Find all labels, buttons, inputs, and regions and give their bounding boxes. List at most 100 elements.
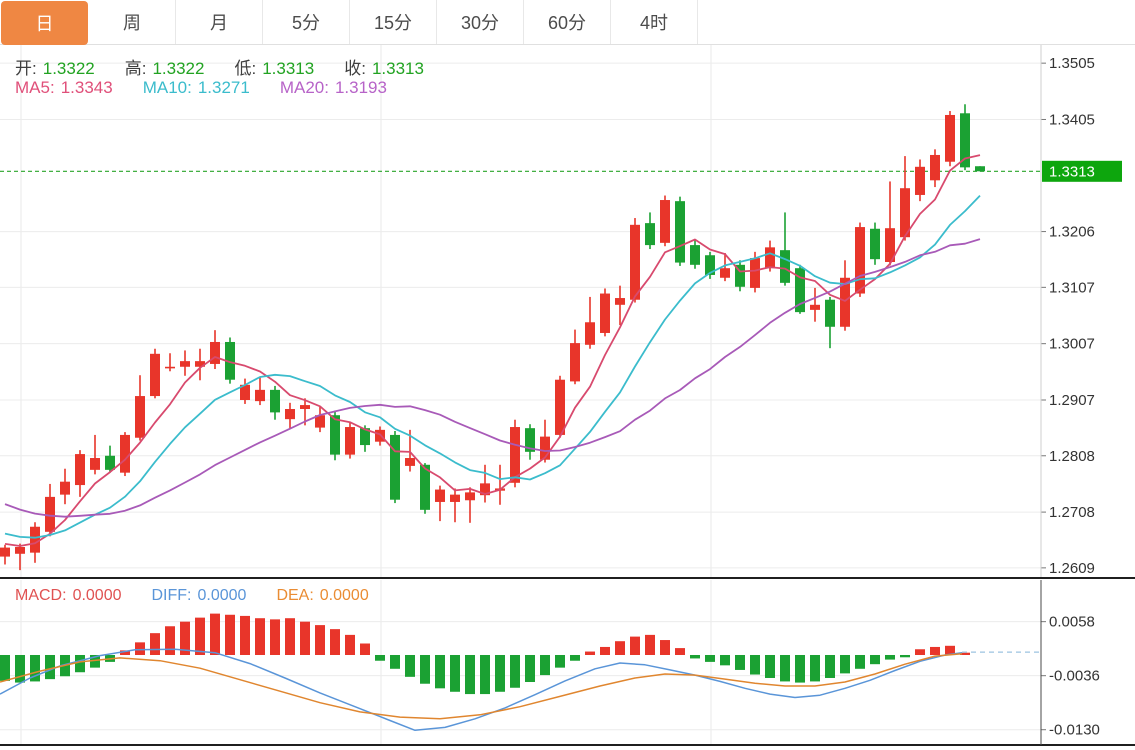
macd-hist-bar <box>780 654 790 682</box>
macd-axis-label: -0.0036 <box>1049 668 1100 685</box>
candle-body <box>915 166 925 195</box>
candle-body <box>855 227 865 294</box>
macd-hist-bar <box>420 654 430 684</box>
macd-hist-bar <box>615 641 625 655</box>
macd-hist-bar <box>600 646 610 655</box>
candle-body <box>900 188 910 238</box>
candle-body <box>690 245 700 265</box>
candle-body <box>180 361 190 367</box>
candle-body <box>945 114 955 162</box>
candle-body <box>525 428 535 452</box>
macd-hist-bar <box>750 654 760 675</box>
candle-body <box>105 455 115 470</box>
candle-body <box>135 396 145 438</box>
tab-interval-7[interactable]: 4时 <box>611 0 698 44</box>
candle-body <box>465 492 475 501</box>
macd-hist-bar <box>75 654 85 673</box>
macd-hist-bar <box>240 615 250 655</box>
macd-hist-bar <box>765 654 775 678</box>
macd-hist-bar <box>705 654 715 662</box>
macd-hist-bar <box>930 646 940 655</box>
candle-body <box>480 483 490 496</box>
interval-tabbar: 日周月 5分 15分 30分 60分 4时 <box>0 0 1135 45</box>
candle-body <box>540 436 550 460</box>
tab-interval-5[interactable]: 30分 <box>437 0 524 44</box>
macd-hist-bar <box>840 654 850 674</box>
price-axis-label: 1.2907 <box>1049 392 1095 409</box>
macd-hist-bar <box>645 634 655 655</box>
candle-body <box>15 547 25 554</box>
candle-body <box>75 454 85 486</box>
macd-hist-bar <box>45 654 55 680</box>
macd-hist-bar <box>360 643 370 655</box>
tab-interval-4[interactable]: 15分 <box>350 0 437 44</box>
macd-hist-bar <box>945 645 955 655</box>
candle-body <box>825 299 835 327</box>
macd-hist-bar <box>345 634 355 655</box>
macd-hist-bar <box>120 650 130 655</box>
candle-body <box>705 255 715 275</box>
price-axis-label: 1.3206 <box>1049 224 1095 241</box>
candle-body <box>195 361 205 367</box>
macd-hist-bar <box>90 654 100 668</box>
price-axis-label: 1.3007 <box>1049 336 1095 353</box>
candle-body <box>435 489 445 502</box>
candle-body <box>585 322 595 345</box>
candle-body <box>0 547 10 557</box>
macd-hist-bar <box>675 648 685 655</box>
tab-interval-2[interactable]: 月 <box>176 0 263 44</box>
macd-hist-bar <box>255 618 265 655</box>
macd-hist-bar <box>480 654 490 695</box>
macd-hist-bar <box>870 654 880 665</box>
dea-line <box>0 653 963 720</box>
macd-axis-label: 0.0058 <box>1049 614 1095 631</box>
candle-body <box>270 389 280 413</box>
candle-body <box>285 409 295 420</box>
bottom-border <box>0 744 1135 746</box>
macd-axis-label: -0.0130 <box>1049 722 1100 739</box>
tab-interval-0[interactable]: 日 <box>1 1 88 45</box>
macd-hist-bar <box>825 654 835 678</box>
candle-body <box>555 379 565 435</box>
macd-hist-bar <box>585 651 595 655</box>
macd-hist-bar <box>15 654 25 683</box>
macd-hist-bar <box>135 642 145 655</box>
candle-body <box>45 496 55 532</box>
macd-hist-bar <box>495 654 505 692</box>
candle-body <box>405 458 415 466</box>
macd-hist-bar <box>885 654 895 660</box>
macd-hist-bar <box>915 649 925 655</box>
candle-body <box>660 200 670 243</box>
macd-hist-bar <box>660 640 670 655</box>
candle-body <box>600 293 610 333</box>
candle-body <box>975 166 985 172</box>
candle-body <box>255 389 265 402</box>
candle-body <box>450 494 460 502</box>
candle-body <box>645 223 655 246</box>
macd-hist-bar <box>810 654 820 682</box>
macd-hist-bar <box>450 654 460 692</box>
price-axis-label: 1.2808 <box>1049 448 1095 465</box>
tab-interval-1[interactable]: 周 <box>89 0 176 44</box>
candle-body <box>360 428 370 446</box>
candle-body <box>420 464 430 510</box>
macd-hist-bar <box>150 633 160 655</box>
candle-body <box>90 458 100 470</box>
diff-line <box>0 648 963 732</box>
tab-interval-3[interactable]: 5分 <box>263 0 350 44</box>
candle-body <box>765 247 775 269</box>
macd-hist-bar <box>195 617 205 655</box>
candle-body <box>930 154 940 181</box>
candle-body <box>810 304 820 310</box>
candle-body <box>675 201 685 263</box>
candle-body <box>60 481 70 495</box>
candle-body <box>300 405 310 410</box>
candle-body <box>240 384 250 400</box>
candle-body <box>615 298 625 305</box>
macd-hist-bar <box>225 614 235 655</box>
macd-hist-bar <box>855 654 865 669</box>
candle-body <box>345 427 355 455</box>
tab-interval-6[interactable]: 60分 <box>524 0 611 44</box>
macd-hist-bar <box>435 654 445 689</box>
